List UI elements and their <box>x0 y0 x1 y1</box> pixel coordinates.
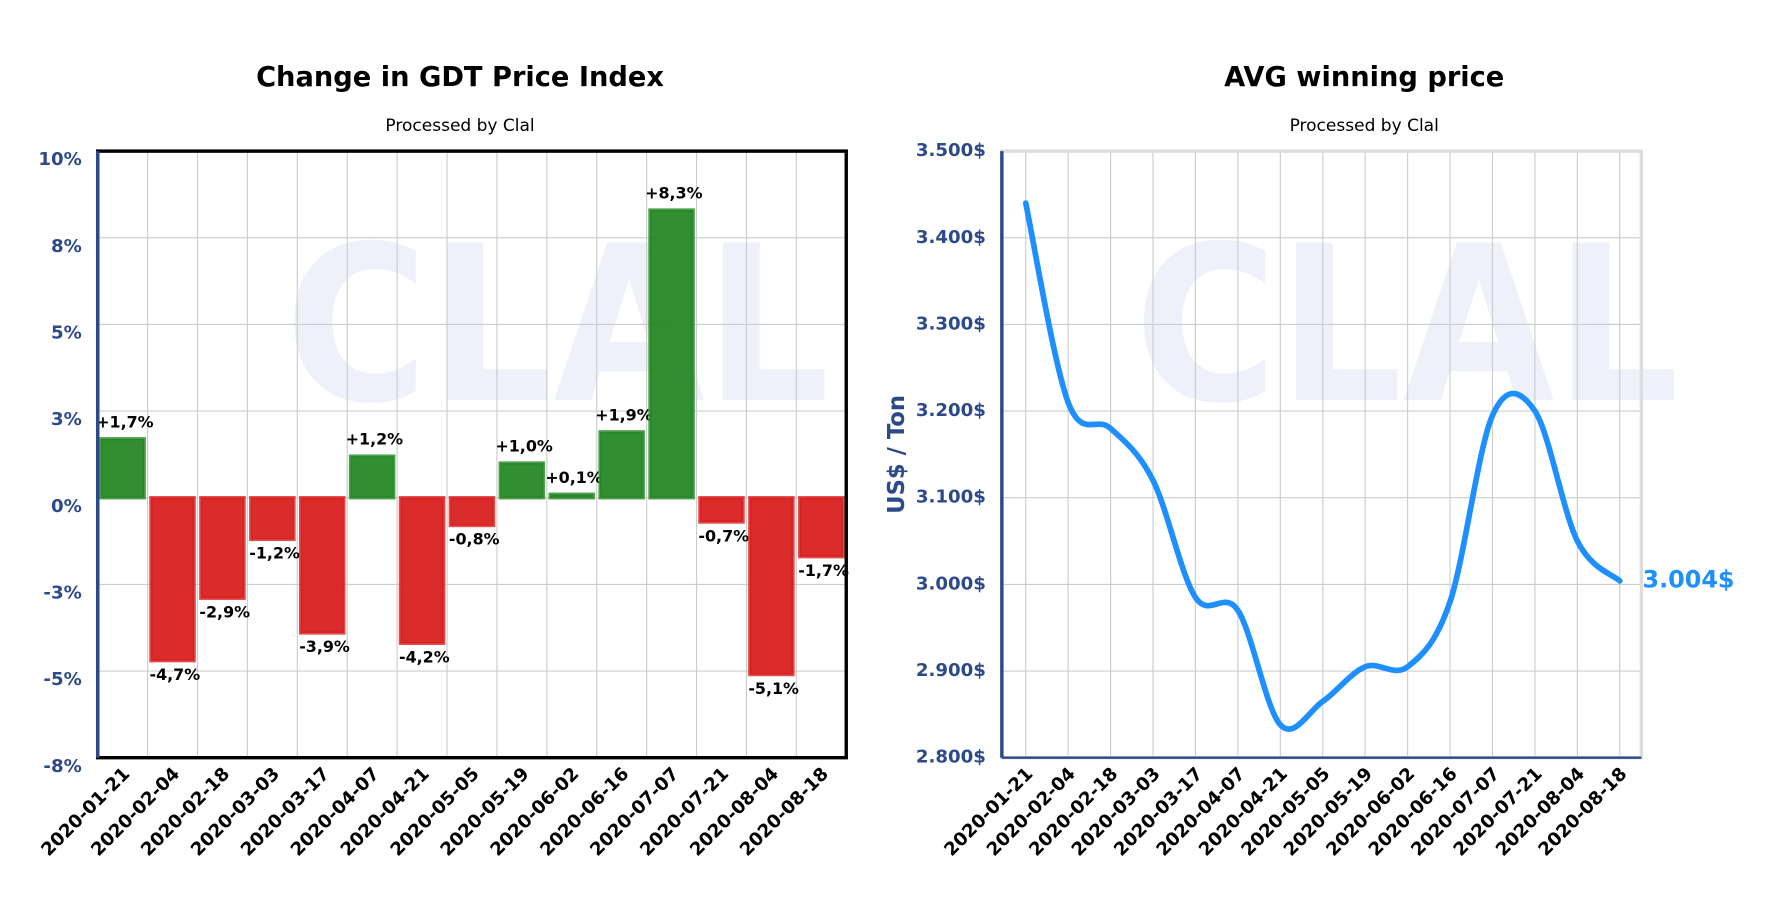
value-label: +0,1% <box>545 468 602 487</box>
bar <box>548 492 596 500</box>
line-series <box>1022 200 1623 732</box>
y-tick-label: 2.800$ <box>916 747 986 768</box>
value-label: +1,7% <box>96 412 153 431</box>
bar <box>648 208 695 500</box>
chart-title: AVG winning price <box>1224 62 1504 93</box>
bar <box>298 496 346 635</box>
bar <box>698 496 745 524</box>
y-tick-label: 3.300$ <box>916 313 986 334</box>
value-label: +1,9% <box>595 405 652 424</box>
bar <box>249 496 296 542</box>
y-tick-label: 2.900$ <box>916 660 986 681</box>
value-label: +8,3% <box>645 184 702 203</box>
bar <box>598 430 645 500</box>
y-tick-label: 3.500$ <box>916 140 986 161</box>
value-label: -0,8% <box>449 530 500 549</box>
value-label: -1,2% <box>249 544 300 563</box>
chart-subtitle: Processed by Clal <box>1290 116 1439 136</box>
y-tick-label: 3.400$ <box>916 227 986 248</box>
x-tick-label: 2020-08-18 <box>736 764 833 861</box>
value-label: +1,2% <box>346 430 403 449</box>
watermark: CLAL <box>1134 200 1679 451</box>
value-label: -0,7% <box>698 526 749 545</box>
bar <box>348 454 396 500</box>
end-label: 3.004$ <box>1643 565 1735 593</box>
bar <box>448 496 496 528</box>
y-tick-label: -3% <box>43 582 81 603</box>
bar <box>398 496 446 646</box>
bar <box>798 496 845 559</box>
bar <box>199 496 246 600</box>
value-label: -4,2% <box>399 648 450 667</box>
chart-title: Change in GDT Price Index <box>256 62 664 93</box>
y-tick-label: -5% <box>43 669 81 690</box>
value-label: -3,9% <box>299 637 350 656</box>
y-tick-label: 0% <box>51 496 82 517</box>
value-label: +1,0% <box>495 437 552 456</box>
value-label: -1,7% <box>798 561 849 580</box>
y-tick-label: 5% <box>51 323 82 344</box>
value-label: -2,9% <box>199 603 250 622</box>
y-tick-label: 10% <box>38 149 81 170</box>
y-tick-label: 8% <box>51 236 82 257</box>
value-label: -4,7% <box>149 665 200 684</box>
y-tick-label: 3.100$ <box>916 487 986 508</box>
bar <box>748 496 795 677</box>
y-tick-label: 3.000$ <box>916 573 986 594</box>
bar <box>149 496 196 663</box>
value-label: -5,1% <box>748 679 799 698</box>
bar <box>99 437 146 500</box>
y-tick-label: -8% <box>43 756 81 777</box>
y-axis-title: US$ / Ton <box>884 395 910 514</box>
y-tick-label: 3.200$ <box>916 400 986 421</box>
y-tick-label: 3% <box>51 409 82 430</box>
chart-subtitle: Processed by Clal <box>385 116 534 136</box>
bar <box>498 461 546 500</box>
watermark: CLAL <box>285 200 830 451</box>
